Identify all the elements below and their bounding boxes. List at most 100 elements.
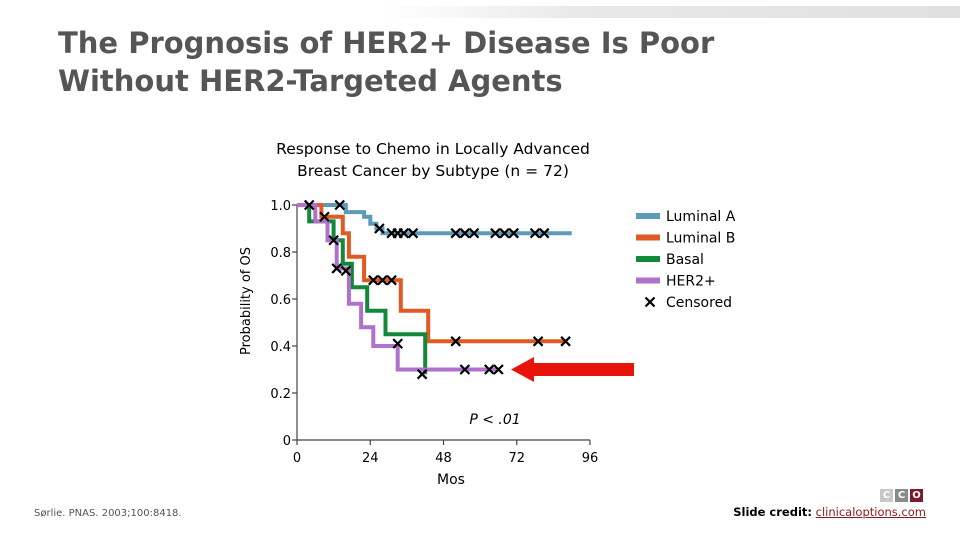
censor-marks — [303, 199, 571, 380]
censor-stroke — [484, 364, 495, 375]
censor-stroke — [386, 274, 397, 286]
censor-stroke — [468, 227, 480, 239]
censor-mark — [416, 368, 428, 380]
censor-mark — [499, 227, 510, 239]
censor-stroke — [374, 223, 385, 234]
x-tick-label: 0 — [293, 451, 301, 466]
censor-stroke — [450, 336, 461, 347]
series-line-her2- — [297, 203, 499, 372]
censor-stroke — [499, 227, 510, 239]
censor-mark — [490, 227, 501, 239]
censor-stroke — [328, 234, 339, 246]
y-tick-label: 0.6 — [270, 293, 291, 308]
censor-stroke — [340, 265, 352, 277]
censor-mark — [538, 227, 550, 239]
x-tick-label: 96 — [582, 451, 599, 466]
censor-stroke — [490, 227, 501, 239]
censor-stroke — [331, 263, 342, 274]
censor-stroke — [644, 296, 656, 308]
y-tick-label: 0.4 — [270, 340, 291, 355]
legend-swatch — [636, 213, 660, 219]
legend-swatch — [636, 256, 660, 262]
slide-credit-label: Slide credit: — [733, 505, 812, 519]
legend-label: Luminal B — [666, 231, 735, 247]
chart-title-line-1: Response to Chemo in Locally Advanced — [276, 140, 590, 158]
censor-stroke — [532, 336, 544, 347]
slide-credit: Slide credit: clinicaloptions.com — [733, 505, 926, 519]
citation: Sørlie. PNAS. 2003;100:8418. — [34, 508, 182, 519]
censor-mark — [484, 364, 495, 375]
legend-label: Basal — [666, 252, 704, 268]
series-line-luminal-a — [297, 203, 572, 236]
censor-stroke — [560, 336, 571, 347]
censor-mark — [392, 338, 403, 349]
censor-mark — [468, 227, 480, 239]
censor-mark — [459, 364, 471, 375]
series-line-luminal-b — [297, 203, 566, 344]
slide-title: The Prognosis of HER2+ Disease Is Poor W… — [58, 24, 858, 100]
legend-swatch — [636, 277, 660, 284]
censor-mark — [328, 234, 339, 246]
censor-stroke — [398, 227, 410, 239]
censor-stroke — [459, 227, 471, 239]
censor-mark — [331, 263, 342, 274]
x-tick-label: 24 — [362, 451, 379, 466]
censor-mark — [450, 336, 461, 347]
censor-mark — [340, 265, 352, 277]
arrow-shaft — [532, 363, 634, 376]
y-tick-label: 1.0 — [270, 199, 291, 214]
censor-mark — [377, 274, 388, 286]
y-tick-label: 0.2 — [270, 387, 291, 402]
censor-mark — [303, 199, 315, 211]
logo-letter-2: C — [895, 489, 908, 502]
censor-mark — [560, 336, 571, 347]
ticks: 0 0.2 0.4 0.6 0.8 1.0 0 24 48 72 96 — [270, 199, 598, 466]
top-rule — [0, 6, 960, 18]
censor-mark — [508, 227, 519, 239]
censor-mark — [374, 223, 385, 234]
censor-stroke — [368, 274, 379, 286]
chart-title-line-2: Breast Cancer by Subtype (n = 72) — [297, 162, 569, 180]
censor-mark — [319, 211, 330, 223]
logo-letter-3: O — [910, 489, 923, 502]
legend-swatch — [636, 234, 660, 241]
censor-stroke — [450, 227, 461, 239]
logo-letter-1: C — [880, 489, 893, 502]
series — [297, 203, 572, 375]
arrow-head — [511, 357, 534, 382]
legend: Luminal A Luminal B Basal HER2+ Censored — [636, 209, 736, 311]
censor-stroke — [538, 227, 550, 239]
censor-stroke — [319, 211, 330, 223]
censor-mark — [398, 227, 410, 239]
censor-mark — [459, 227, 471, 239]
censor-stroke — [508, 227, 519, 239]
legend-censor-icon — [644, 296, 656, 308]
x-tick-label: 72 — [508, 451, 525, 466]
x-tick-label: 48 — [435, 451, 452, 466]
censor-stroke — [529, 227, 541, 239]
censor-stroke — [459, 364, 471, 375]
censor-stroke — [334, 199, 346, 211]
y-axis-label: Probability of OS — [239, 247, 254, 355]
slide-title-line-2: Without HER2-Targeted Agents — [58, 64, 563, 98]
x-axis-label: Mos — [437, 472, 465, 488]
y-tick-label: 0 — [283, 434, 291, 449]
y-tick-label: 0.8 — [270, 246, 291, 261]
censor-stroke — [303, 199, 315, 211]
censor-stroke — [407, 227, 419, 239]
legend-label-censored: Censored — [666, 295, 732, 311]
censor-stroke — [392, 338, 403, 349]
slide-title-line-1: The Prognosis of HER2+ Disease Is Poor — [58, 26, 715, 60]
censor-mark — [386, 274, 397, 286]
censor-mark — [334, 199, 346, 211]
censor-stroke — [377, 274, 388, 286]
censor-stroke — [493, 364, 504, 375]
chart-title: Response to Chemo in Locally Advanced Br… — [240, 138, 626, 182]
p-value-annotation: P < .01 — [469, 412, 520, 428]
slide-credit-link[interactable]: clinicaloptions.com — [815, 505, 926, 519]
cco-logo: C C O — [880, 489, 923, 502]
legend-label: HER2+ — [666, 274, 716, 290]
censor-mark — [532, 336, 544, 347]
legend-label: Luminal A — [666, 209, 736, 225]
